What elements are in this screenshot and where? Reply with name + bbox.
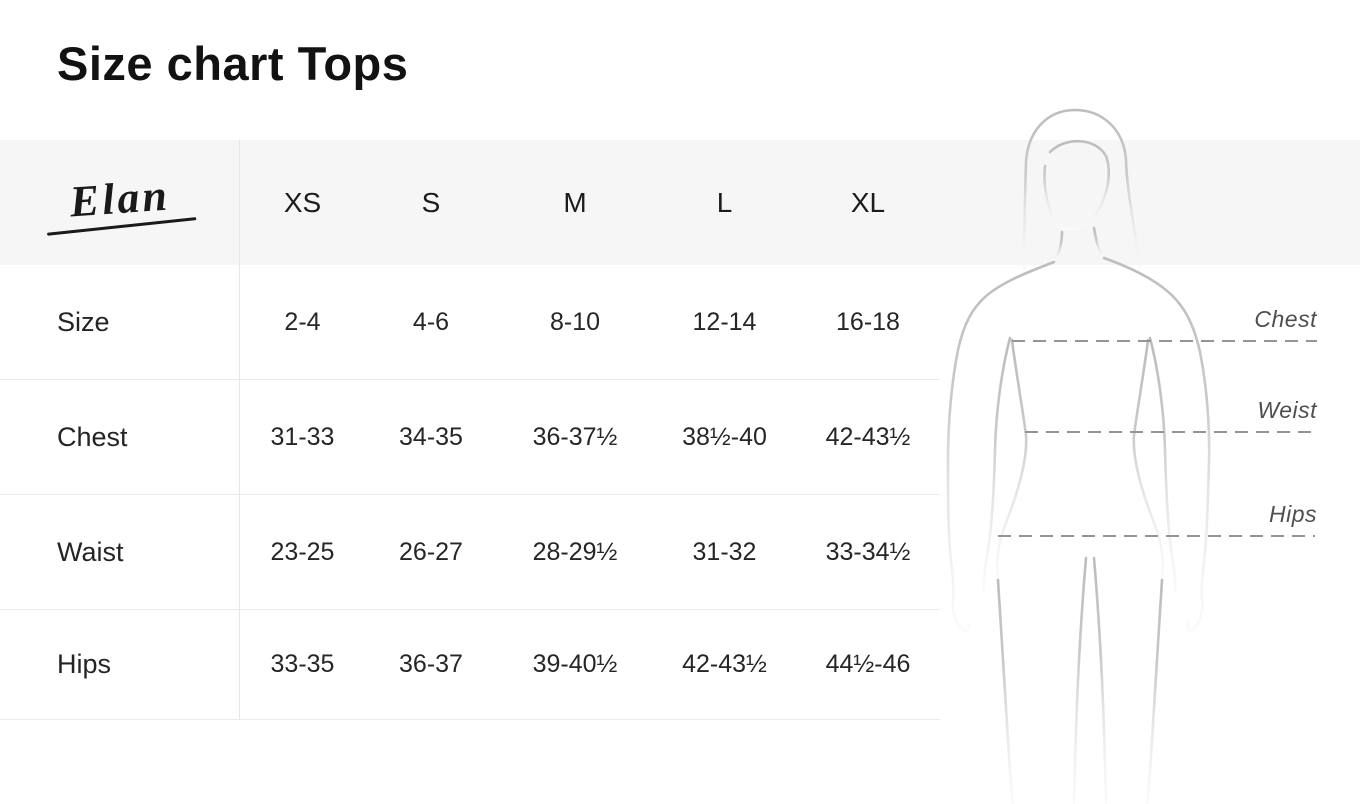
column-header-m: M — [563, 186, 587, 218]
table-cell-waist-s: 26-27 — [365, 495, 497, 610]
row-label-chest: Chest — [0, 380, 240, 495]
table-cell-chest-xl: 42-43½ — [796, 380, 940, 495]
row-label-size: Size — [0, 265, 240, 380]
elan-logo: Elan — [43, 170, 196, 236]
row-label-waist: Waist — [0, 495, 240, 610]
right-inner-arm — [1148, 336, 1177, 594]
table-cell-chest-m: 36-37½ — [497, 380, 653, 495]
table-header-band — [0, 140, 1360, 265]
table-cell-size-xl: 16-18 — [796, 265, 940, 380]
column-header-s: S — [421, 186, 441, 218]
hips-measure-line — [998, 535, 1315, 537]
table-cell-hips-l: 42-43½ — [653, 610, 796, 720]
table-cell-waist-xl: 33-34½ — [796, 495, 940, 610]
neck-left — [1052, 230, 1064, 264]
chest-measure-line — [1012, 340, 1317, 342]
waist-measure-label: Weist — [1257, 397, 1317, 423]
torso-right — [1132, 338, 1165, 582]
left-inner-arm — [982, 336, 1012, 594]
brand-logo-cell: Elan — [0, 140, 240, 265]
column-header-xs: XS — [283, 186, 322, 218]
neck-right — [1092, 226, 1106, 260]
table-cell-hips-s: 36-37 — [365, 610, 497, 720]
table-cell-chest-s: 34-35 — [365, 380, 497, 495]
table-cell-waist-xs: 23-25 — [240, 495, 365, 610]
row-label-hips: Hips — [0, 610, 240, 720]
column-header-xl: XL — [850, 186, 886, 218]
torso-left — [995, 338, 1028, 582]
page-title: Size chart Tops — [57, 37, 409, 90]
size-table: Elan XS S M L XL Size 2-4 4-6 8-10 12-14… — [0, 140, 960, 720]
left-arm-outline — [946, 260, 1056, 633]
table-cell-hips-m: 39-40½ — [497, 610, 653, 720]
right-leg-inner — [1092, 556, 1108, 804]
hair-right-outline — [1073, 108, 1142, 274]
table-cell-hips-xs: 33-35 — [240, 610, 365, 720]
female-body-illustration — [946, 108, 1211, 804]
table-cell-waist-l: 31-32 — [653, 495, 796, 610]
table-cell-size-xs: 2-4 — [240, 265, 365, 380]
table-cell-size-m: 8-10 — [497, 265, 653, 380]
chest-measure-label: Chest — [1254, 306, 1317, 332]
waist-measure-line — [1025, 431, 1317, 433]
table-cell-chest-l: 38½-40 — [653, 380, 796, 495]
table-cell-size-l: 12-14 — [653, 265, 796, 380]
hips-measure-label: Hips — [1268, 501, 1317, 527]
right-arm-outline — [1102, 256, 1211, 632]
table-cell-hips-xl: 44½-46 — [796, 610, 940, 720]
right-leg-outer — [1145, 578, 1164, 804]
left-leg-outer — [996, 578, 1015, 804]
table-cell-size-s: 4-6 — [365, 265, 497, 380]
table-cell-chest-xs: 31-33 — [240, 380, 365, 495]
left-leg-inner — [1072, 556, 1088, 804]
face-outline — [1043, 139, 1110, 231]
table-cell-waist-m: 28-29½ — [497, 495, 653, 610]
column-header-l: L — [716, 186, 733, 218]
brand-name: Elan — [67, 170, 171, 227]
hair-left-outline — [1022, 108, 1077, 274]
